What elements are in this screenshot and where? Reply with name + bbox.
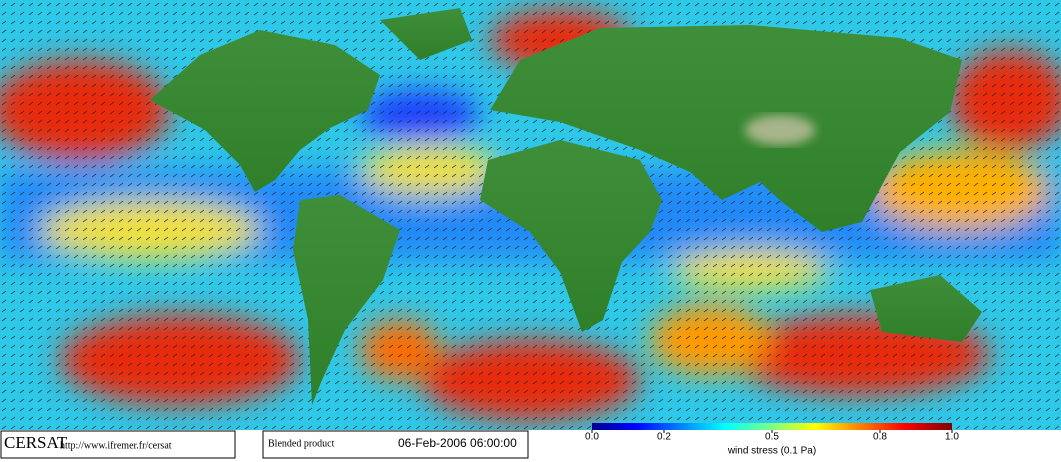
tick-label: 0.5 — [765, 432, 779, 443]
colorbar: wind stress (0.1 Pa) 0.0 0.2 0.5 0.8 1.0 — [585, 423, 959, 457]
logo-box — [0, 430, 236, 459]
tick-label: 1.0 — [945, 432, 959, 443]
footer-left: CERSAT http://www.ifremer.fr/cersat Blen… — [0, 430, 529, 459]
tick-label: 0.0 — [585, 432, 599, 443]
tick-label: 0.8 — [873, 432, 887, 443]
product: Blended product — [268, 438, 335, 449]
land — [150, 8, 982, 405]
logo: CERSAT — [4, 433, 68, 452]
colorbar-ramp — [592, 423, 952, 430]
url: http://www.ifremer.fr/cersat — [60, 440, 172, 451]
tick-label: 0.2 — [657, 432, 671, 443]
colorbar-label: wind stress (0.1 Pa) — [727, 446, 816, 457]
date: 06-Feb-2006 06:00:00 — [398, 436, 517, 450]
product-box — [262, 430, 529, 459]
